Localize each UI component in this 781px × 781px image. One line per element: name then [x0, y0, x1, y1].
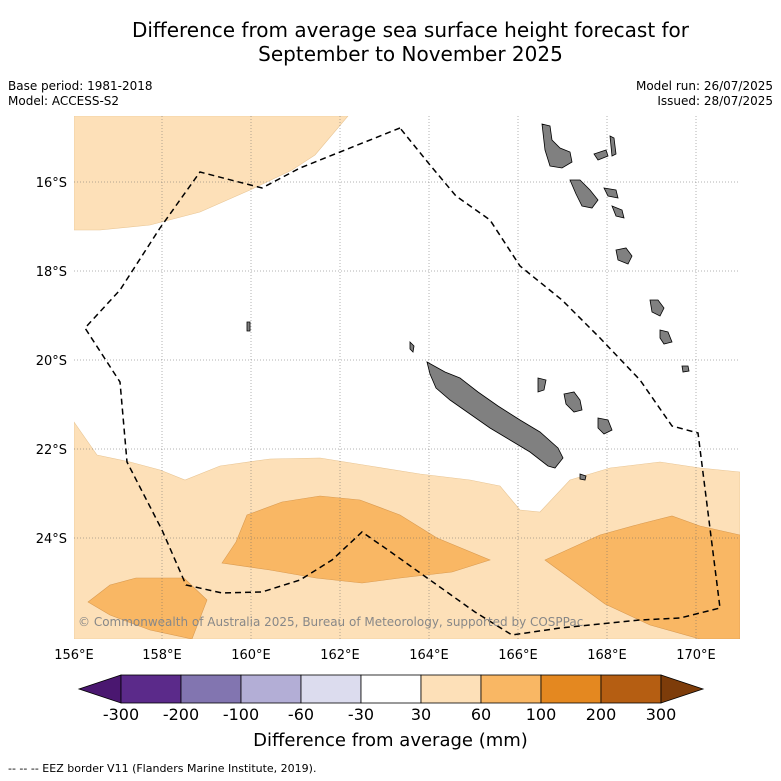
model-text: Model: ACCESS-S2: [8, 94, 120, 108]
lon-label-158e: 158°E: [142, 648, 182, 663]
map-area: © Commonwealth of Australia 2025, Bureau…: [74, 116, 740, 639]
vanuatu-island-5: [603, 187, 619, 199]
colorbar-segment: [600, 674, 662, 704]
eez-footnote: -- -- -- EEZ border V11 (Flanders Marine…: [8, 762, 317, 775]
lon-label-170e: 170°E: [676, 648, 716, 663]
land-masses: [246, 123, 690, 481]
title-line-2: September to November 2025: [258, 42, 563, 66]
colorbar-tick-label: -200: [163, 705, 199, 724]
colorbar-tick-label: 60: [471, 705, 491, 724]
small-islet-3: [246, 321, 251, 332]
colorbar-tick-label: 100: [526, 705, 557, 724]
colorbar: -300 -200 -100 -60 -30 30 60 100 200 300: [77, 674, 705, 724]
model-run-text: Model run: 26/07/2025: [635, 79, 773, 93]
meta-right: Model run: 26/07/2025 Issued: 28/07/2025: [636, 79, 773, 109]
vanuatu-island-1: [541, 123, 573, 169]
eez-border: [84, 127, 721, 636]
lon-label-162e: 162°E: [320, 648, 360, 663]
colorbar-extend-low: [77, 674, 122, 704]
colorbar-tick-label: 200: [586, 705, 617, 724]
colorbar-segment: [180, 674, 242, 704]
base-period-text: Base period: 1981-2018: [8, 79, 153, 93]
anomaly-region-southwest: [87, 577, 208, 639]
vanuatu-island-7: [615, 247, 633, 265]
map-title: Difference from average sea surface heig…: [40, 18, 781, 66]
colorbar-segment: [360, 674, 422, 704]
vanuatu-island-6: [611, 205, 625, 219]
lat-label-16s: 16°S: [36, 176, 67, 191]
lon-label-164e: 164°E: [409, 648, 449, 663]
vanuatu-island-4: [569, 179, 599, 209]
lat-label-18s: 18°S: [36, 265, 67, 280]
colorbar-tick-label: -60: [288, 705, 314, 724]
lon-label-166e: 166°E: [498, 648, 538, 663]
colorbar-label: Difference from average (mm): [253, 730, 528, 751]
lat-label-22s: 22°S: [36, 443, 67, 458]
colorbar-tick-label: -30: [348, 705, 374, 724]
meta-left: Base period: 1981-2018 Model: ACCESS-S2: [8, 79, 153, 109]
small-islet-2: [409, 341, 415, 353]
colorbar-segment: [420, 674, 482, 704]
loyalty-island-1: [537, 377, 547, 393]
anomaly-region-southeast: [544, 515, 740, 639]
vanuatu-island-9: [659, 329, 673, 345]
lat-label-20s: 20°S: [36, 354, 67, 369]
loyalty-island-3: [597, 417, 613, 435]
small-islet-1: [579, 473, 587, 481]
colorbar-segment: [240, 674, 302, 704]
lon-label-156e: 156°E: [54, 648, 94, 663]
colorbar-extend-high: [660, 674, 705, 704]
colorbar-tick-label: -100: [223, 705, 259, 724]
vanuatu-island-2: [593, 149, 609, 161]
new-caledonia-island: [426, 361, 564, 469]
longitude-labels: 156°E 158°E 160°E 162°E 164°E 166°E 168°…: [54, 648, 716, 663]
vanuatu-island-10: [681, 365, 690, 373]
loyalty-island-2: [563, 391, 583, 413]
copyright-text: © Commonwealth of Australia 2025, Bureau…: [78, 615, 583, 629]
lat-label-24s: 24°S: [36, 532, 67, 547]
gridlines: [74, 116, 740, 639]
title-line-1: Difference from average sea surface heig…: [131, 18, 690, 42]
latitude-labels: 16°S 18°S 20°S 22°S 24°S: [36, 176, 67, 547]
colorbar-segment: [540, 674, 602, 704]
colorbar-tick-label: -300: [103, 705, 139, 724]
anomaly-region-northwest: [74, 116, 349, 231]
lon-label-160e: 160°E: [231, 648, 271, 663]
colorbar-tick-label: 300: [646, 705, 677, 724]
colorbar-segment: [480, 674, 542, 704]
lon-label-168e: 168°E: [587, 648, 627, 663]
colorbar-tick-label: 30: [411, 705, 431, 724]
colorbar-segment: [120, 674, 182, 704]
issued-text: Issued: 28/07/2025: [657, 94, 773, 108]
vanuatu-island-3: [609, 135, 617, 157]
vanuatu-island-8: [649, 299, 665, 317]
colorbar-segment: [300, 674, 362, 704]
